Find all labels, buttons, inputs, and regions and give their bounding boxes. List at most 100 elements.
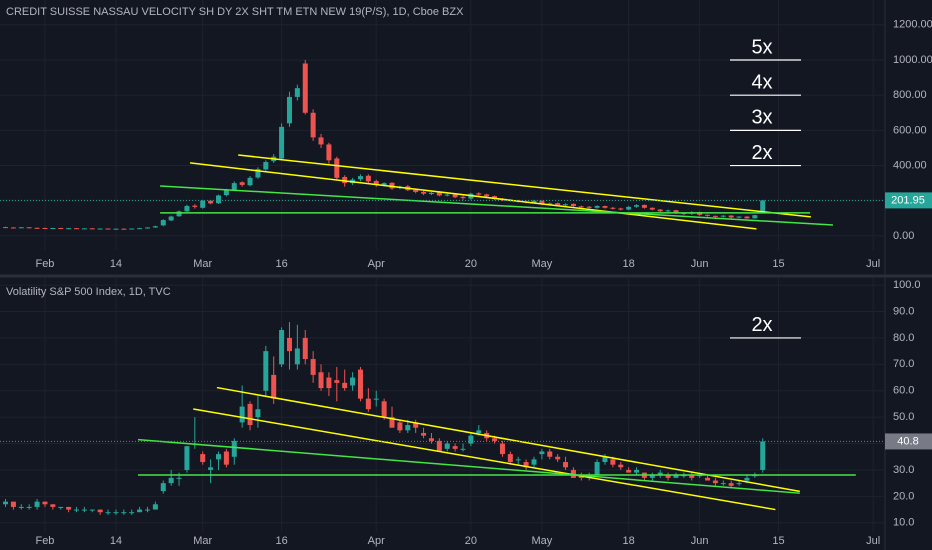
candle-body: [570, 203, 576, 207]
candle-body: [610, 459, 616, 465]
last-price-label: 201.95: [891, 194, 925, 206]
candle-body: [208, 200, 214, 204]
candle-body: [555, 203, 561, 206]
candle-body: [610, 207, 616, 209]
candle-body: [50, 504, 56, 507]
candle-body: [137, 228, 143, 230]
candle-body: [421, 432, 427, 436]
y-tick-label: 80.0: [893, 332, 914, 344]
candle-body: [499, 443, 505, 455]
candle-body: [531, 200, 537, 203]
candle-body: [334, 158, 340, 178]
trendline: [160, 185, 833, 226]
last-price-box: [885, 433, 932, 450]
candle-body: [563, 204, 569, 206]
candle-body: [712, 480, 718, 484]
candle-body: [168, 477, 174, 484]
candle-body: [58, 506, 64, 508]
candle-body: [665, 210, 671, 212]
candle-body: [152, 226, 158, 228]
candle-body: [81, 228, 87, 230]
candle-body: [279, 126, 285, 159]
candle-body: [294, 88, 300, 97]
candle-body: [342, 382, 348, 389]
x-tick-label: Apr: [368, 258, 385, 270]
candle-body: [365, 398, 371, 410]
candle-body: [744, 216, 750, 219]
candle-body: [113, 228, 119, 230]
candle-body: [66, 228, 72, 230]
candle-body: [223, 451, 229, 465]
candle-body: [413, 189, 419, 192]
candle-body: [634, 205, 640, 207]
y-tick-label: 0.00: [893, 230, 914, 242]
candle-body: [342, 176, 348, 184]
candle-body: [10, 501, 16, 507]
candle-body: [594, 206, 600, 208]
candle-body: [184, 206, 190, 212]
candle-body: [34, 227, 40, 229]
candle-body: [294, 348, 300, 365]
candle-body: [405, 425, 411, 431]
annotation-text: 4x: [751, 71, 772, 93]
x-tick-label: 18: [623, 535, 635, 547]
x-tick-label: May: [531, 258, 552, 270]
candle-body: [50, 228, 56, 230]
candle-body: [168, 216, 174, 221]
candle-body: [381, 183, 387, 186]
candle-body: [97, 228, 103, 230]
candle-body: [145, 509, 150, 511]
candle-body: [334, 380, 340, 383]
y-tick-label: 800.00: [893, 89, 927, 101]
trendline: [216, 386, 800, 493]
candle-body: [137, 509, 143, 513]
candle-body: [373, 181, 379, 185]
candle-body: [712, 215, 718, 217]
candle-body: [539, 451, 545, 455]
candle-body: [436, 440, 442, 452]
candle-body: [350, 377, 356, 386]
candle-body: [468, 435, 474, 444]
candle-body: [271, 374, 277, 399]
candle-body: [389, 182, 395, 189]
candle-body: [389, 417, 395, 428]
candle-body: [223, 190, 229, 196]
candle-body: [720, 483, 726, 485]
candle-body: [247, 403, 253, 426]
x-tick-label: Apr: [368, 535, 385, 547]
candle-body: [18, 227, 24, 229]
chart-title: CREDIT SUISSE NASSAU VELOCITY SH DY 2X S…: [6, 6, 464, 18]
candle-body: [58, 228, 64, 230]
annotation-text: 2x: [751, 314, 772, 336]
candle-body: [302, 63, 308, 113]
candle-body: [760, 441, 766, 470]
candle-body: [413, 422, 419, 428]
x-tick-label: 15: [772, 258, 784, 270]
candle-body: [421, 191, 427, 194]
candle-body: [728, 215, 734, 218]
candle-body: [215, 195, 221, 204]
candle-body: [66, 506, 72, 510]
candle-body: [531, 459, 537, 465]
trendline: [193, 408, 776, 511]
candle-body: [310, 359, 316, 375]
x-tick-label: Jun: [691, 535, 709, 547]
candle-body: [255, 169, 261, 178]
x-tick-label: 16: [275, 258, 287, 270]
candle-body: [200, 200, 206, 208]
candle-body: [602, 206, 608, 208]
candle-body: [460, 448, 466, 450]
candle-body: [523, 462, 529, 468]
candle-body: [89, 509, 95, 511]
candle-body: [476, 430, 482, 433]
candle-body: [492, 438, 498, 441]
x-tick-label: Feb: [35, 258, 54, 270]
candle-body: [555, 456, 561, 460]
candle-body: [318, 137, 324, 145]
candle-body: [547, 203, 553, 205]
candle-body: [476, 193, 482, 195]
x-tick-label: 15: [772, 535, 784, 547]
candle-body: [357, 176, 363, 180]
candle-body: [365, 175, 371, 182]
candle-body: [452, 194, 458, 198]
